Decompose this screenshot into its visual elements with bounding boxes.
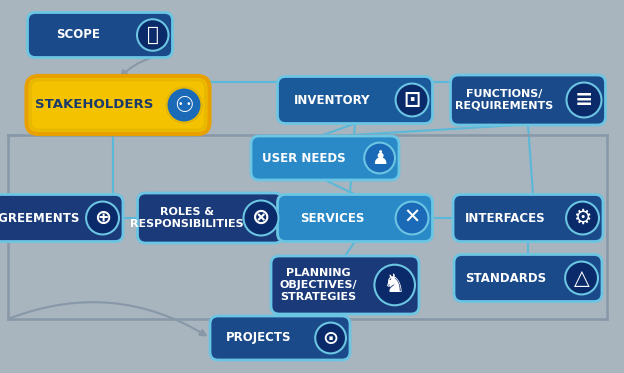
FancyBboxPatch shape bbox=[453, 194, 603, 241]
Text: STANDARDS: STANDARDS bbox=[465, 272, 546, 285]
Circle shape bbox=[565, 261, 598, 294]
Circle shape bbox=[243, 201, 278, 235]
Text: ⚇: ⚇ bbox=[174, 95, 194, 115]
Text: INTERFACES: INTERFACES bbox=[466, 211, 546, 225]
Circle shape bbox=[396, 201, 429, 235]
FancyBboxPatch shape bbox=[451, 75, 605, 125]
Text: PROJECTS: PROJECTS bbox=[226, 332, 291, 345]
FancyBboxPatch shape bbox=[27, 13, 172, 57]
Text: STAKEHOLDERS: STAKEHOLDERS bbox=[36, 98, 154, 112]
Text: ≡: ≡ bbox=[575, 90, 593, 110]
FancyBboxPatch shape bbox=[271, 256, 419, 314]
Text: ⚙: ⚙ bbox=[573, 208, 592, 228]
FancyBboxPatch shape bbox=[278, 194, 432, 241]
Text: INVENTORY: INVENTORY bbox=[295, 94, 371, 107]
Text: ⌕: ⌕ bbox=[147, 25, 158, 44]
Text: AGREEMENTS: AGREEMENTS bbox=[0, 211, 80, 225]
Text: USER NEEDS: USER NEEDS bbox=[262, 151, 346, 164]
Text: SERVICES: SERVICES bbox=[300, 211, 365, 225]
FancyBboxPatch shape bbox=[278, 76, 432, 123]
Circle shape bbox=[315, 323, 346, 353]
Text: SCOPE: SCOPE bbox=[56, 28, 100, 41]
Text: ⊙: ⊙ bbox=[323, 329, 339, 348]
Text: △: △ bbox=[573, 268, 590, 288]
Text: ⊡: ⊡ bbox=[404, 90, 421, 110]
Circle shape bbox=[137, 19, 168, 51]
Circle shape bbox=[167, 88, 202, 122]
FancyBboxPatch shape bbox=[26, 76, 210, 134]
Text: PLANNING
OBJECTIVES/
STRATEGIES: PLANNING OBJECTIVES/ STRATEGIES bbox=[280, 269, 358, 302]
Text: ♟: ♟ bbox=[371, 148, 388, 167]
FancyBboxPatch shape bbox=[454, 254, 602, 301]
FancyBboxPatch shape bbox=[137, 193, 283, 243]
Text: ⊕: ⊕ bbox=[94, 208, 111, 228]
FancyBboxPatch shape bbox=[31, 80, 205, 130]
FancyBboxPatch shape bbox=[0, 194, 123, 241]
Text: ♞: ♞ bbox=[383, 273, 406, 297]
Circle shape bbox=[396, 84, 429, 116]
FancyBboxPatch shape bbox=[210, 316, 350, 360]
Circle shape bbox=[374, 265, 415, 305]
Circle shape bbox=[364, 142, 395, 173]
Circle shape bbox=[86, 201, 119, 235]
Circle shape bbox=[566, 201, 599, 235]
Text: FUNCTIONS/
REQUIREMENTS: FUNCTIONS/ REQUIREMENTS bbox=[456, 89, 553, 111]
Text: ✕: ✕ bbox=[404, 208, 421, 228]
Circle shape bbox=[567, 82, 602, 117]
FancyBboxPatch shape bbox=[251, 136, 399, 180]
Text: ROLES &
RESPONSIBILITIES: ROLES & RESPONSIBILITIES bbox=[130, 207, 243, 229]
Text: ⊗: ⊗ bbox=[252, 208, 270, 228]
